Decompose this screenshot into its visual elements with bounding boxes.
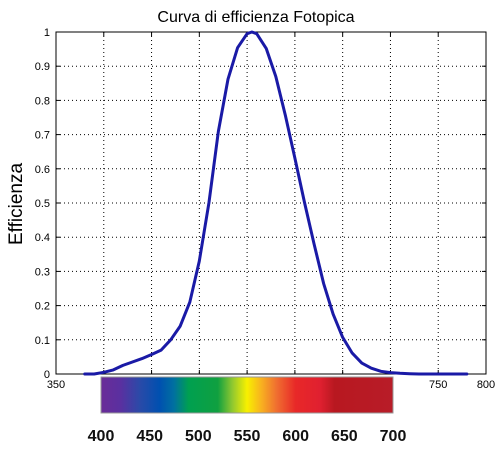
y-tick-label: 0.2 xyxy=(35,301,50,313)
x-tick-label: 750 xyxy=(429,379,447,391)
y-tick-label: 0.7 xyxy=(35,130,50,142)
spectrum-tick-label: 400 xyxy=(88,428,115,445)
y-tick-label: 0.3 xyxy=(35,266,50,278)
y-tick-label: 0 xyxy=(44,369,50,381)
y-tick-label: 1 xyxy=(44,27,50,39)
spectrum-bar xyxy=(100,376,394,414)
y-tick-label: 0.1 xyxy=(35,335,50,347)
series-group xyxy=(83,30,469,376)
spectrum-tick-label: 550 xyxy=(234,428,261,445)
visible-spectrum: 400 450 500 550 600 650 700 xyxy=(88,376,407,445)
y-tick-label: 0.8 xyxy=(35,95,50,107)
spectrum-tick-label: 700 xyxy=(380,428,407,445)
spectrum-tick-label: 500 xyxy=(185,428,212,445)
plot-area xyxy=(56,32,486,374)
spectrum-tick-label: 600 xyxy=(282,428,309,445)
series-line xyxy=(83,30,469,376)
y-tick-label: 0.9 xyxy=(35,61,50,73)
x-tick-label: 800 xyxy=(477,379,495,391)
grid-lines xyxy=(56,32,486,374)
y-tick-label: 0.4 xyxy=(35,232,50,244)
y-tick-label: 0.5 xyxy=(35,198,50,210)
x-tick-label: 350 xyxy=(47,379,65,391)
plot-frame xyxy=(55,31,487,375)
spectrum-tick-label: 450 xyxy=(136,428,163,445)
y-axis-label: Efficienza xyxy=(6,163,27,245)
y-tick-label: 0.6 xyxy=(35,164,50,176)
chart-title: Curva di efficienza Fotopica xyxy=(157,9,354,26)
spectrum-tick-label: 650 xyxy=(331,428,358,445)
